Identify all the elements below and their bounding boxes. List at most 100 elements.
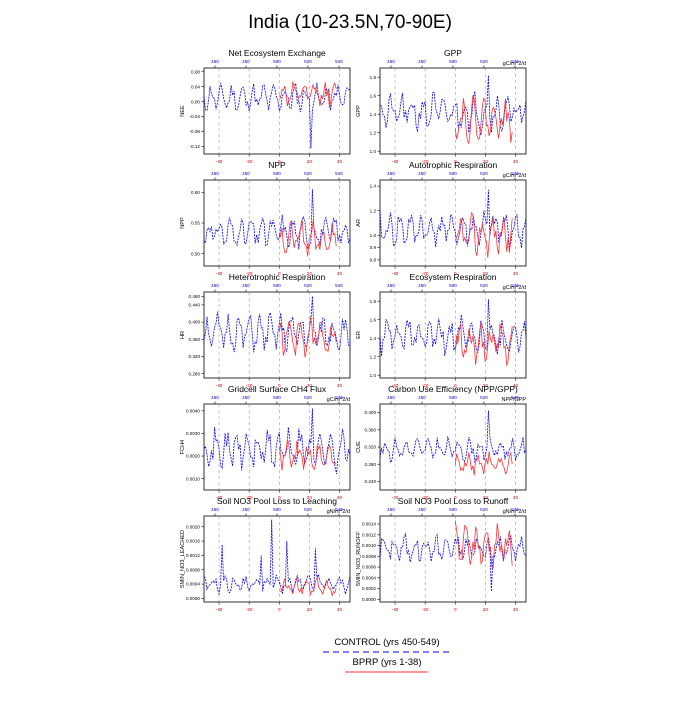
units-label: NPP/GPP (502, 397, 527, 403)
top-tick-label: 500 (449, 283, 457, 288)
series-line-bprp (454, 520, 513, 569)
bottom-tick-label: 0 (278, 495, 281, 500)
y-tick-label: 1.8 (370, 299, 377, 304)
y-tick-label: 0.280 (189, 371, 201, 376)
y-tick-label: 0.460 (189, 294, 201, 299)
top-tick-label: 520 (480, 59, 488, 64)
bottom-tick-label: 0 (278, 383, 281, 388)
panel-4: Heterotrophic Respiration -40 -20 0 20 40 460 4… (180, 272, 351, 388)
panel-1: GPP gC/m^2/d -40 -20 0 20 40 460 480 500 520 540 1.8… (356, 48, 527, 164)
bottom-tick-label: 40 (337, 607, 343, 612)
top-tick-label: 540 (335, 395, 343, 400)
series-line-bprp (454, 95, 513, 145)
top-tick-label: 520 (304, 59, 312, 64)
top-tick-label: 500 (273, 171, 281, 176)
units-label: gN/m^2/d (503, 509, 526, 515)
panel-0: Net Ecosystem Exchange -40 -20 0 20 40 460 480 5… (180, 48, 351, 164)
y-tick-label: 0.320 (189, 354, 201, 359)
bottom-tick-label: -20 (422, 159, 429, 164)
top-tick-label: 500 (449, 395, 457, 400)
bottom-tick-label: 40 (337, 495, 343, 500)
bottom-tick-label: -40 (216, 271, 223, 276)
panel-5: Ecosystem Respiration gC/m^2/d -40 -20 0 20 40… (356, 272, 527, 388)
series-line-control (379, 532, 527, 592)
y-tick-label: 0.320 (365, 445, 377, 450)
top-tick-label: 540 (511, 171, 519, 176)
top-tick-label: 540 (511, 283, 519, 288)
series-line-bprp (278, 317, 337, 358)
y-axis-label: NPP (180, 217, 186, 229)
top-tick-label: 460 (387, 171, 395, 176)
bottom-tick-label: 0 (454, 159, 457, 164)
y-tick-label: 0.04 (191, 84, 200, 89)
plot-frame (203, 67, 351, 155)
top-tick-label: 480 (242, 395, 250, 400)
y-tick-label: 0.0006 (362, 565, 376, 570)
bottom-tick-label: 20 (307, 383, 313, 388)
y-tick-label: 0.55 (191, 221, 200, 226)
units-label: gC/m^2/d (503, 285, 526, 291)
series-line-control (379, 299, 527, 357)
bottom-tick-label: 40 (337, 159, 343, 164)
bottom-tick-label: -20 (422, 271, 429, 276)
top-tick-label: 460 (211, 283, 219, 288)
y-tick-label: -0.04 (190, 114, 201, 119)
top-tick-label: 540 (511, 59, 519, 64)
top-tick-label: 460 (211, 59, 219, 64)
y-tick-label: 1.6 (370, 317, 377, 322)
panel-7: Carbon Use Efficiency (NPP/GPP) NPP/GPP -4… (356, 384, 527, 500)
y-axis-label: AR (356, 219, 362, 227)
bottom-tick-label: 0 (278, 159, 281, 164)
y-tick-label: 0.0030 (186, 431, 200, 436)
panel-title: Soil NO3 Pool Loss to Runoff (398, 496, 509, 506)
y-tick-label: 0.0020 (186, 524, 200, 529)
top-tick-label: 480 (242, 507, 250, 512)
bottom-tick-label: 40 (513, 495, 519, 500)
bottom-tick-label: -20 (422, 383, 429, 388)
y-axis-label: ER (356, 331, 362, 339)
legend-label-control: CONTROL (yrs 450-549) (334, 637, 439, 648)
y-tick-label: 0.0016 (186, 539, 200, 544)
panel-title: Ecosystem Respiration (410, 272, 497, 282)
top-tick-label: 460 (387, 59, 395, 64)
y-tick-label: 0.9 (370, 245, 377, 250)
units-label: gC/m^2/d (503, 61, 526, 67)
y-tick-label: 1.4 (370, 336, 377, 341)
panel-title: GPP (444, 48, 462, 58)
series-line-bprp (278, 439, 337, 471)
bottom-tick-label: 0 (278, 607, 281, 612)
series-line-bprp (278, 81, 337, 108)
series-line-control (379, 410, 527, 464)
plot-frame (203, 291, 351, 379)
plot-frame (203, 515, 351, 603)
series-line-bprp (454, 211, 513, 258)
y-tick-label: 1.4 (370, 112, 377, 117)
y-tick-label: 1.2 (370, 354, 377, 359)
bottom-tick-label: 40 (513, 159, 519, 164)
bottom-tick-label: -40 (216, 159, 223, 164)
series-line-control (203, 189, 351, 250)
series-line-control (203, 296, 351, 353)
panels: Net Ecosystem Exchange -40 -20 0 20 40 460 480 5… (180, 48, 527, 612)
series-line-control (203, 519, 351, 596)
series-line-bprp (278, 219, 337, 257)
y-tick-label: 0.0004 (186, 582, 200, 587)
bottom-tick-label: 20 (483, 495, 489, 500)
top-tick-label: 460 (211, 395, 219, 400)
y-tick-label: 0.0002 (362, 586, 376, 591)
y-tick-label: 0.0008 (186, 567, 200, 572)
series-line-bprp (279, 576, 337, 596)
panel-title: Carbon Use Efficiency (NPP/GPP) (388, 384, 518, 394)
y-tick-label: 0.0040 (186, 408, 200, 413)
y-tick-label: 1.2 (370, 208, 377, 213)
top-tick-label: 480 (418, 507, 426, 512)
bottom-tick-label: 40 (513, 383, 519, 388)
y-tick-label: 0.08 (191, 69, 200, 74)
top-tick-label: 520 (480, 283, 488, 288)
top-tick-label: 540 (335, 59, 343, 64)
top-tick-label: 480 (242, 283, 250, 288)
panel-title: Autotrophic Respiration (409, 160, 498, 170)
plot-frame (379, 403, 527, 491)
series-line-bprp (454, 323, 513, 366)
